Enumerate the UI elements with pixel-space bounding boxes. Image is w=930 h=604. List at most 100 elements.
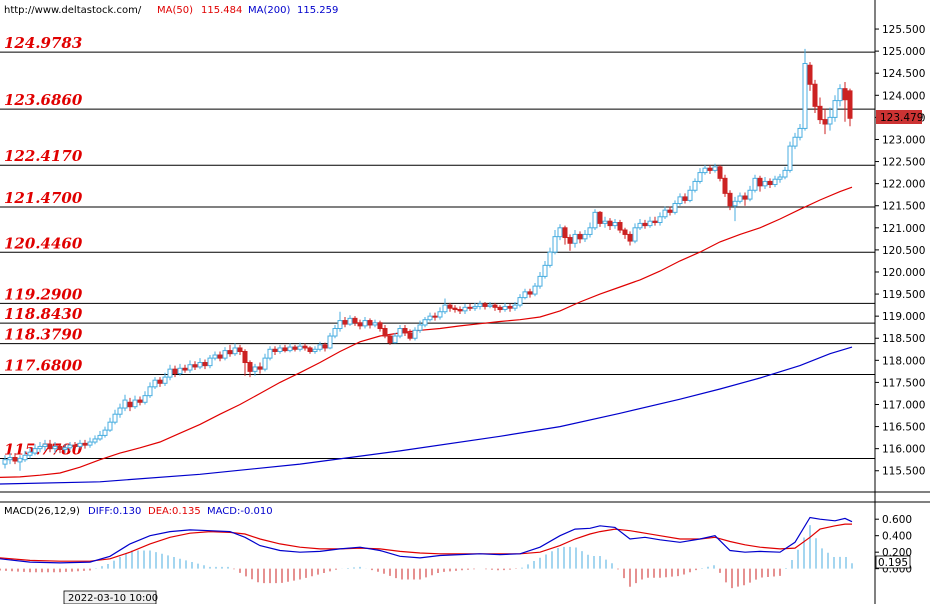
candle-body — [122, 399, 128, 409]
candle-body — [822, 119, 828, 125]
candle-body — [837, 88, 843, 102]
price-tick-label: 120.000 — [882, 267, 925, 279]
bull-candle — [552, 230, 558, 255]
bull-candle — [837, 84, 843, 107]
bear-candle — [352, 316, 358, 326]
bull-candle — [677, 193, 683, 206]
candle-body — [422, 319, 428, 326]
price-tick-label: 124.500 — [882, 68, 925, 80]
candle-body — [82, 442, 88, 446]
current-price-value: 123.479 — [880, 112, 923, 124]
candle-body — [7, 456, 13, 461]
candle-body — [267, 348, 273, 359]
candle-body — [132, 399, 138, 408]
level-label: 118.3790 — [4, 326, 83, 344]
bear-candle — [367, 318, 373, 329]
bull-candle — [697, 168, 703, 184]
candle-body — [342, 320, 348, 325]
ma50-value: 115.484 — [201, 5, 242, 16]
macd-lines — [0, 516, 853, 564]
bear-candle — [12, 453, 18, 465]
candle-body — [152, 379, 158, 388]
candle-body — [232, 347, 238, 355]
bull-candle — [612, 218, 618, 229]
candle-body — [147, 386, 153, 397]
bull-candle — [87, 437, 93, 448]
candle-body — [637, 222, 643, 229]
candle-body — [317, 344, 323, 350]
bear-candle — [507, 303, 513, 312]
source-url[interactable]: http://www.deltastock.com/ — [4, 5, 142, 16]
level-label: 124.9783 — [4, 34, 82, 52]
bull-candle — [422, 317, 428, 328]
candle-body — [352, 317, 358, 324]
macd-badge-value: 0.195 — [878, 557, 908, 569]
candle-body — [72, 444, 78, 447]
candle-body — [622, 229, 628, 235]
bear-candle — [562, 225, 568, 245]
bear-candle — [282, 344, 288, 353]
level-label: 120.4460 — [4, 234, 83, 252]
bear-candle — [407, 329, 413, 341]
bull-candle — [337, 311, 343, 332]
candle-body — [347, 317, 353, 325]
price-tick-label: 118.000 — [882, 355, 925, 367]
candle-body — [777, 176, 783, 180]
candle-body — [742, 195, 748, 200]
candle-body — [12, 456, 18, 462]
level-label: 118.8430 — [4, 305, 83, 323]
bear-candle — [452, 305, 458, 313]
candle-body — [682, 196, 688, 201]
bear-candle — [727, 190, 733, 211]
candle-body — [502, 305, 508, 311]
bear-candle — [467, 303, 473, 311]
candle-body — [417, 324, 423, 331]
candle-body — [802, 62, 808, 129]
bull-candle — [442, 298, 448, 314]
bull-candle — [287, 343, 293, 353]
candle-body — [632, 227, 638, 242]
bull-candle — [92, 435, 98, 445]
candle-body — [747, 189, 753, 200]
candle-body — [647, 220, 653, 227]
date-label: 2022-03-10 10:00 — [63, 590, 158, 604]
candle-body — [562, 227, 568, 239]
bear-candle — [182, 364, 188, 373]
candle-body — [547, 251, 553, 266]
price-tick-label: 119.000 — [882, 311, 925, 323]
bear-candle — [667, 206, 673, 216]
candle-body — [817, 105, 823, 121]
bear-candle — [202, 359, 208, 370]
candle-body — [477, 303, 483, 307]
candle-body — [427, 315, 433, 321]
bull-candle — [267, 346, 273, 361]
candle-body — [447, 304, 453, 309]
candle-body — [227, 350, 233, 355]
bull-candle — [32, 444, 38, 456]
bull-candle — [777, 173, 783, 183]
bear-candle — [457, 306, 463, 314]
bull-candle — [37, 442, 43, 453]
candle-body — [307, 347, 313, 352]
candle-body — [42, 443, 48, 447]
ma200-line — [0, 346, 853, 485]
bull-candle — [62, 444, 68, 454]
bear-candle — [57, 443, 63, 454]
candle-body — [752, 177, 758, 191]
candle-body — [392, 335, 398, 344]
candle-body — [302, 345, 308, 349]
bull-candle — [602, 216, 608, 228]
bull-candle — [117, 403, 123, 418]
candle-body — [62, 447, 68, 451]
candle-body — [847, 90, 853, 119]
price-tick-label: 118.500 — [882, 333, 925, 345]
candle-body — [117, 407, 123, 415]
bull-candle — [147, 382, 153, 398]
candle-body — [22, 454, 28, 461]
bull-candle — [532, 283, 538, 297]
bear-candle — [707, 165, 713, 174]
candle-body — [372, 322, 378, 326]
candle-body — [47, 443, 53, 450]
candle-body — [662, 209, 668, 218]
bull-candle — [752, 174, 758, 193]
